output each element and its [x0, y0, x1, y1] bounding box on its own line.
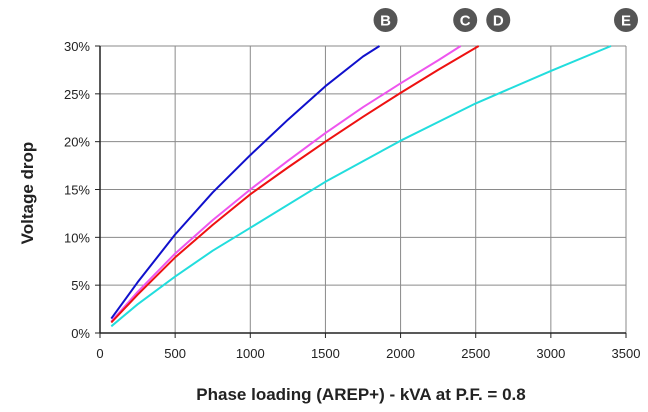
series-line-c [110, 45, 462, 323]
series-badge-c [453, 8, 478, 32]
y-tick-label: 0% [71, 326, 90, 341]
series-badge-b [373, 8, 398, 32]
series-line-e [110, 45, 612, 328]
series-badge-d [486, 8, 511, 32]
x-tick-label: 3500 [612, 346, 641, 361]
y-tick-label: 10% [64, 230, 90, 245]
series-badges: B C D E [373, 8, 638, 32]
x-tick-label: 500 [164, 346, 186, 361]
y-tick-label: 5% [71, 278, 90, 293]
y-tick-label: 20% [64, 135, 90, 150]
y-tick-label: 30% [64, 39, 90, 54]
x-axis-title: Phase loading (AREP+) - kVA at P.F. = 0.… [196, 385, 525, 404]
series-badge-label: E [621, 13, 631, 30]
x-tick-label: 2000 [386, 346, 415, 361]
tick-labels: 0 500 1000 1500 2000 2500 3000 3500 0% 5% 10% 15% 20… [64, 39, 640, 361]
series-badge-label: C [460, 13, 471, 30]
x-tick-label: 2500 [461, 346, 490, 361]
axes [95, 45, 627, 338]
x-tick-label: 3000 [536, 346, 565, 361]
series-badge-e [614, 8, 638, 32]
grid [100, 45, 627, 333]
x-tick-label: 1500 [311, 346, 340, 361]
series-lines [110, 45, 612, 328]
series-line-b [110, 45, 381, 320]
y-axis-title: Voltage drop [18, 142, 37, 245]
y-tick-label: 25% [64, 87, 90, 102]
x-tick-label: 1000 [236, 346, 265, 361]
series-badge-label: B [380, 13, 391, 30]
series-line-d [110, 45, 480, 324]
y-tick-label: 15% [64, 183, 90, 198]
x-tick-label: 0 [96, 346, 103, 361]
series-badge-label: D [493, 13, 504, 30]
